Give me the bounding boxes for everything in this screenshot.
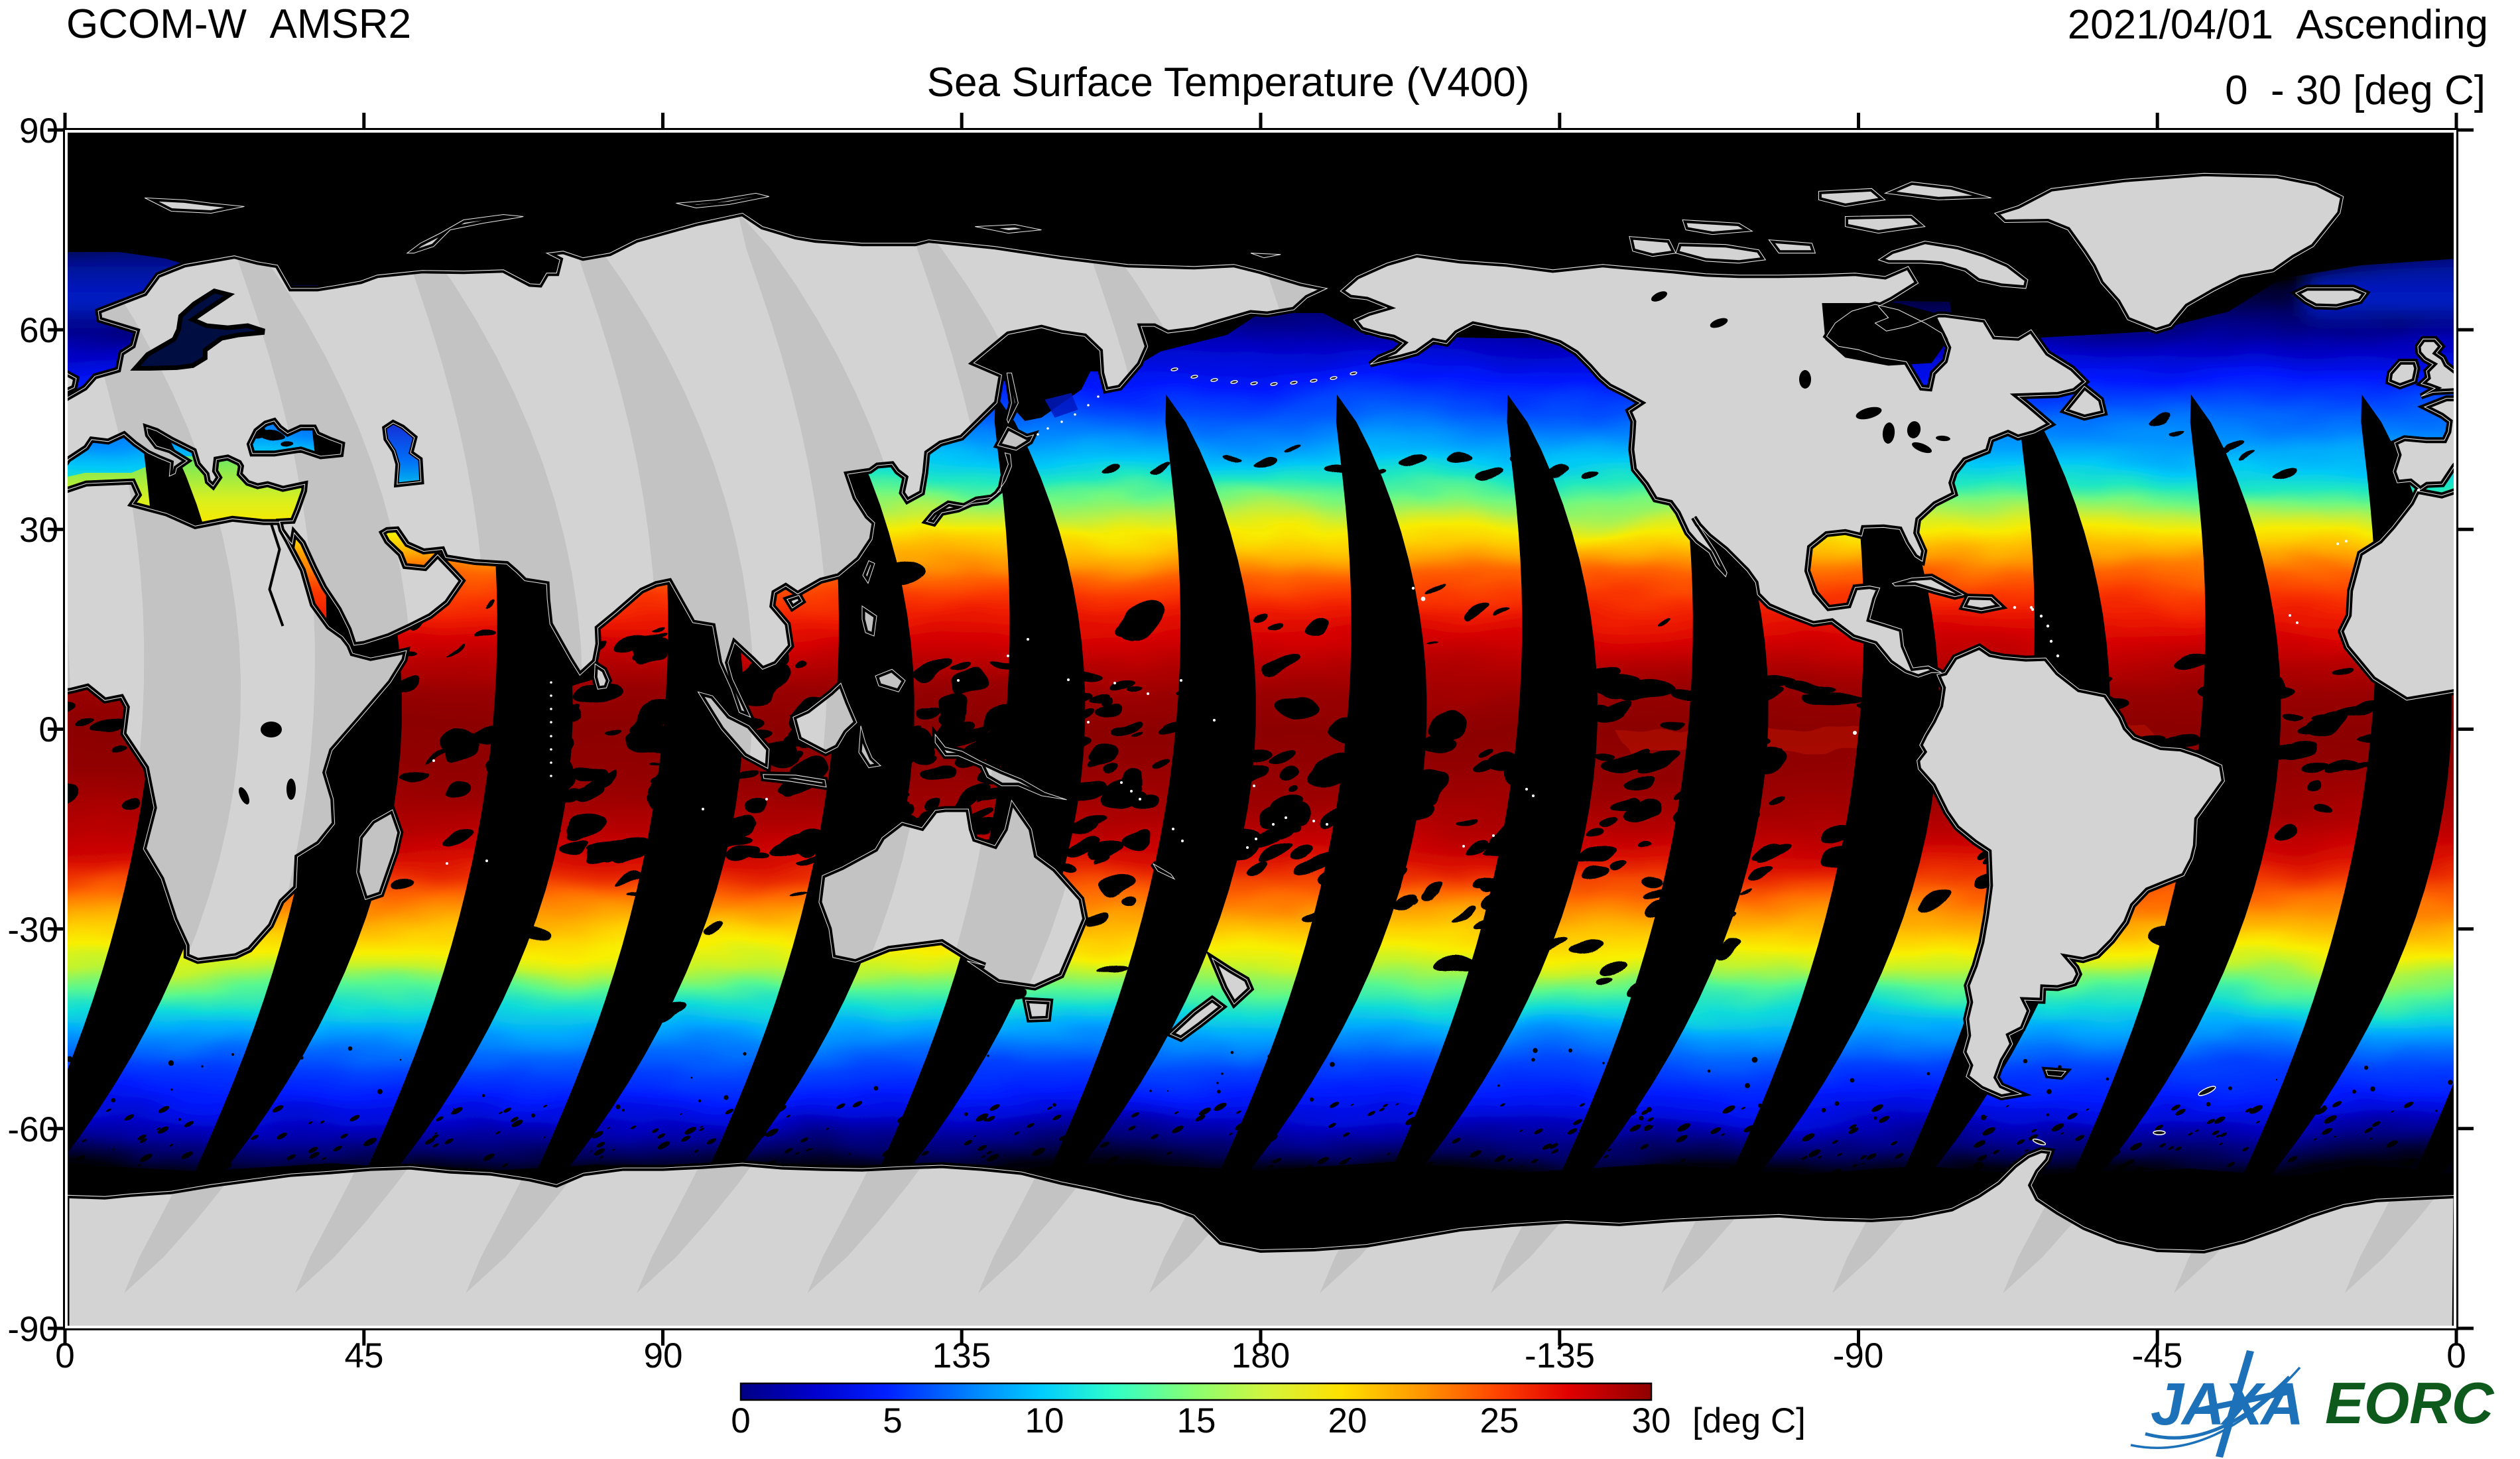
svg-text:-90: -90 (7, 1310, 58, 1349)
svg-text:0: 0 (55, 1336, 74, 1375)
svg-text:Sea Surface Temperature (V400): Sea Surface Temperature (V400) (927, 60, 1530, 105)
svg-text:30: 30 (1632, 1401, 1671, 1440)
svg-text:15: 15 (1177, 1401, 1216, 1440)
svg-text:60: 60 (19, 311, 58, 350)
svg-text:5: 5 (883, 1401, 902, 1440)
svg-text:-135: -135 (1525, 1336, 1595, 1375)
svg-text:GCOM-W AMSR2: GCOM-W AMSR2 (66, 1, 411, 47)
svg-text:20: 20 (1328, 1401, 1367, 1440)
svg-text:EORC: EORC (2325, 1370, 2495, 1436)
svg-text:0: 0 (731, 1401, 750, 1440)
svg-text:90: 90 (19, 111, 58, 151)
svg-text:[deg C]: [deg C] (1692, 1401, 1806, 1440)
svg-text:-30: -30 (7, 911, 58, 950)
svg-text:135: 135 (932, 1336, 991, 1375)
svg-text:0: 0 (2446, 1336, 2466, 1375)
svg-text:-90: -90 (1833, 1336, 1884, 1375)
svg-text:0: 0 (39, 710, 58, 749)
svg-text:0 - 30 [deg C]: 0 - 30 [deg C] (2225, 68, 2486, 113)
svg-text:-60: -60 (7, 1110, 58, 1149)
svg-text:2021/04/01 Ascending: 2021/04/01 Ascending (2068, 2, 2488, 48)
svg-text:30: 30 (19, 511, 58, 550)
svg-text:10: 10 (1025, 1401, 1064, 1440)
svg-text:45: 45 (345, 1336, 384, 1375)
svg-text:180: 180 (1231, 1336, 1290, 1375)
svg-text:-45: -45 (2132, 1336, 2183, 1375)
svg-text:25: 25 (1480, 1401, 1519, 1440)
svg-text:90: 90 (644, 1336, 683, 1375)
